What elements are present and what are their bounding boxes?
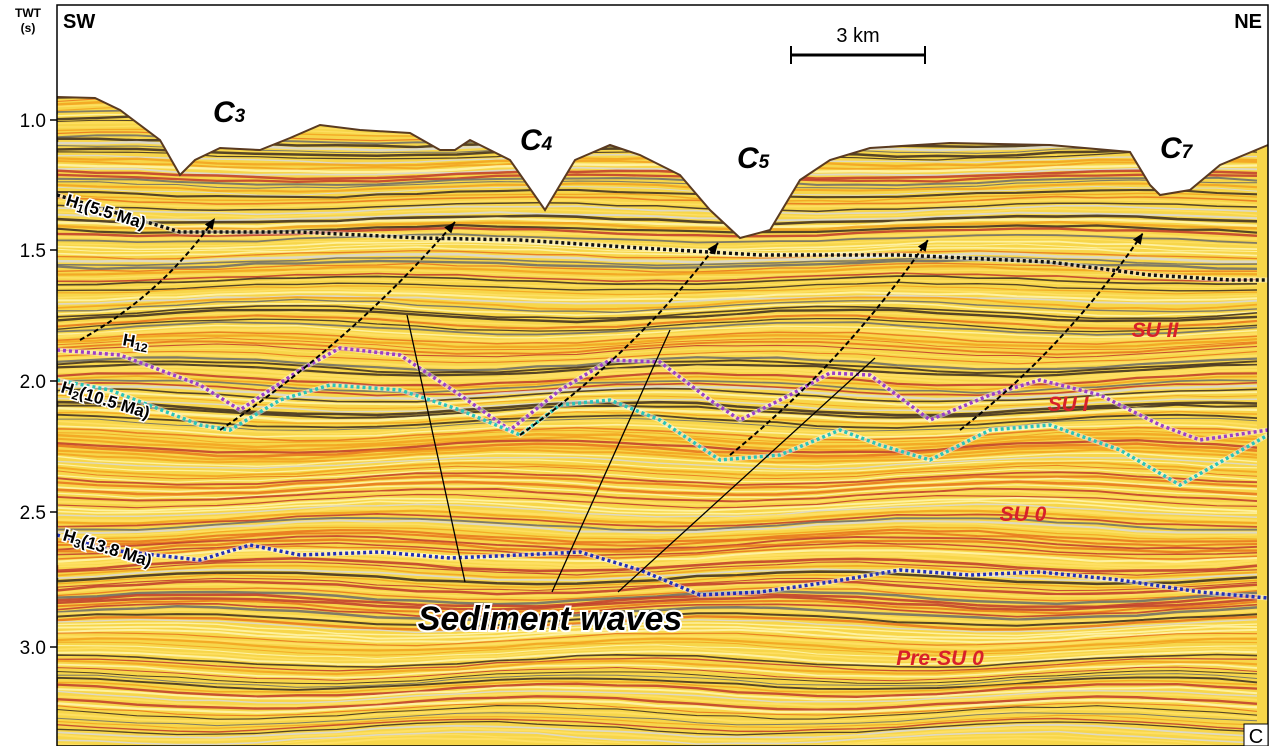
- axis-unit: (s): [21, 21, 36, 35]
- y-tick-label: 1.5: [20, 241, 46, 262]
- migration-arrow: [959, 232, 1144, 431]
- arrow-head: [1132, 233, 1143, 245]
- horizon-line: [56, 533, 1269, 600]
- channel-label: C3: [213, 96, 246, 129]
- unit-label-su-i: SU I: [1048, 393, 1090, 416]
- direction-sw: SW: [63, 11, 95, 33]
- arrow-head: [444, 222, 455, 234]
- axis-title: TWT: [15, 6, 42, 20]
- channel-label: C4: [520, 124, 553, 157]
- scale-bar-label: 3 km: [836, 25, 879, 47]
- horizon-line: [56, 346, 1269, 442]
- horizon-label: H12: [121, 330, 150, 355]
- panel-letter: C: [1249, 726, 1263, 746]
- direction-ne: NE: [1234, 11, 1262, 33]
- unit-label-su-ii: SU II: [1132, 319, 1180, 342]
- unit-label-su-0: SU 0: [1000, 503, 1047, 526]
- unit-label-pre-su-0: Pre-SU 0: [896, 647, 984, 670]
- horizon-line: [56, 193, 1268, 282]
- arrow-head: [917, 240, 928, 252]
- y-tick-label: 2.5: [20, 503, 46, 524]
- channel-label: C7: [1160, 132, 1194, 165]
- migration-arrow: [219, 221, 456, 431]
- seafloor-line: [56, 96, 1269, 240]
- pointer-line: [551, 329, 671, 593]
- y-tick-label: 3.0: [20, 638, 46, 659]
- horizon-line: [56, 378, 1269, 488]
- channel-label: C5: [737, 142, 770, 175]
- sediment-waves-label: Sediment waves: [418, 600, 683, 638]
- migration-arrow: [729, 239, 929, 456]
- scale-bar: 3 km: [790, 25, 926, 64]
- migration-arrow: [519, 242, 719, 436]
- frame: [56, 4, 1269, 746]
- y-tick-label: 1.0: [20, 111, 46, 132]
- migration-arrow: [79, 217, 216, 341]
- arrow-head: [707, 243, 718, 255]
- pointer-line: [406, 314, 466, 583]
- seismic-reflections: [57, 97, 1268, 746]
- y-tick-label: 2.0: [20, 372, 46, 393]
- arrow-head: [204, 218, 215, 230]
- pointer-line: [617, 357, 876, 593]
